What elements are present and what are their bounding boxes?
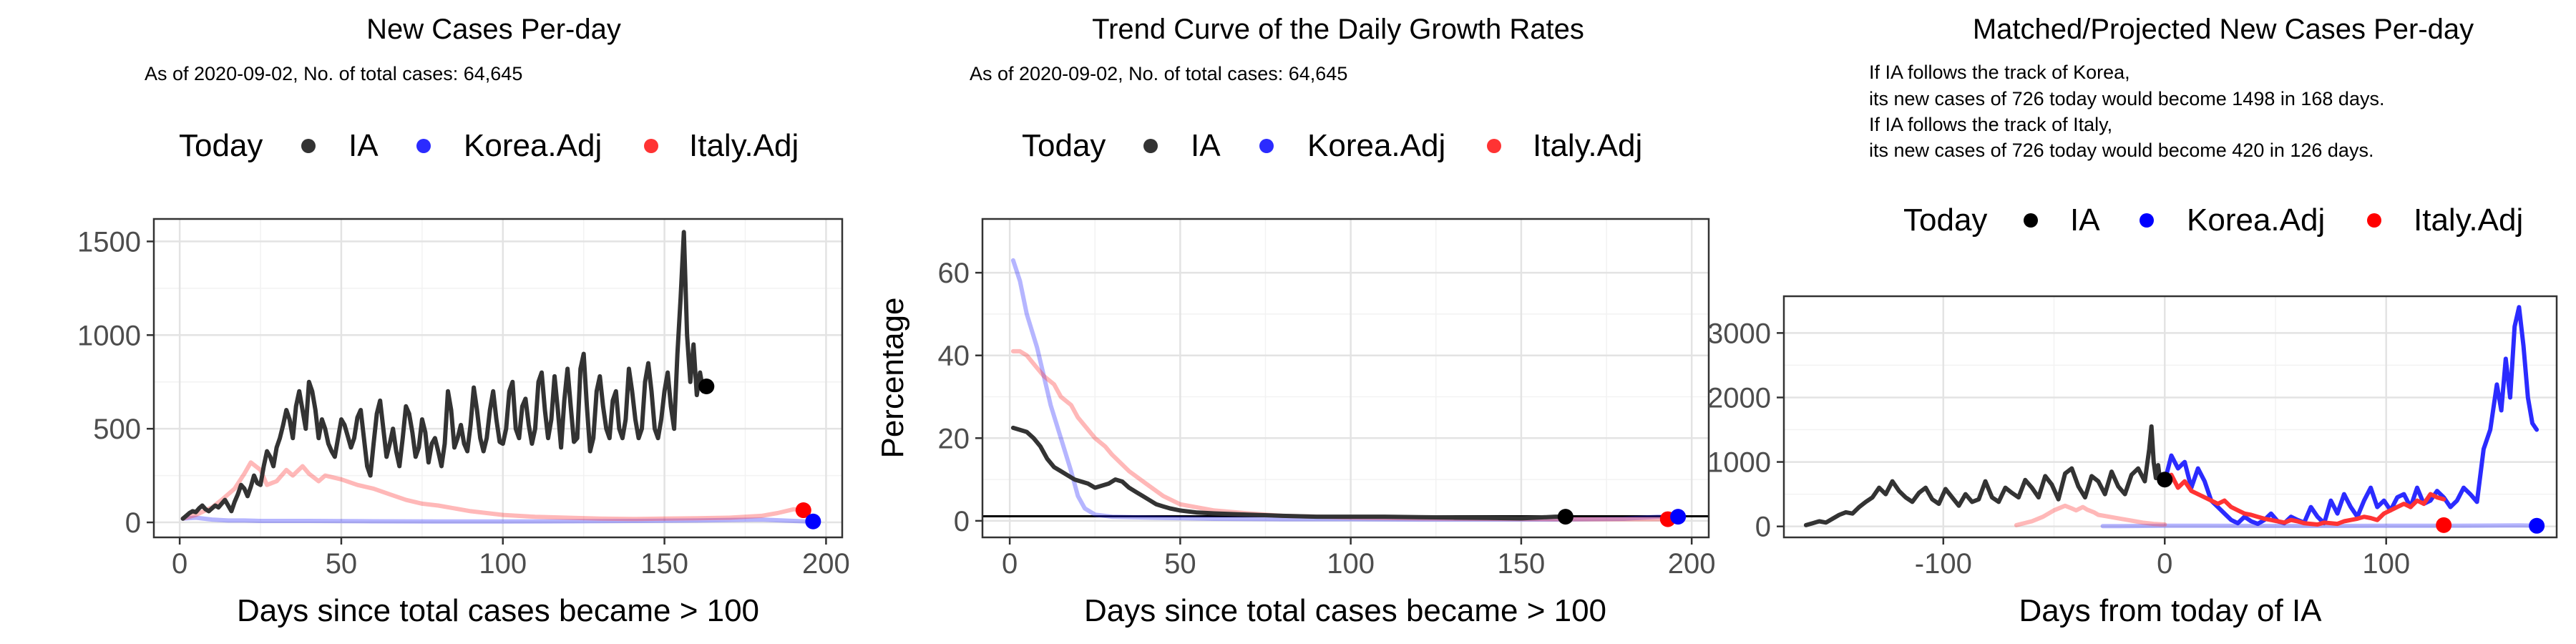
legend-label-korea: Korea.Adj	[1307, 128, 1445, 163]
chart-title: Trend Curve of the Daily Growth Rates	[1092, 14, 1584, 45]
legend-marker-italy	[644, 139, 658, 153]
today-point-ia	[2157, 472, 2172, 487]
plot-background	[982, 219, 1709, 537]
plot-background	[154, 219, 842, 537]
chart-subtitle: As of 2020-09-02, No. of total cases: 64…	[145, 63, 522, 84]
legend-marker-italy	[1487, 139, 1501, 153]
chart-panel-new-cases: New Cases Per-day As of 2020-09-02, No. …	[77, 14, 850, 628]
today-point-ia	[698, 379, 714, 394]
x-tick-label: 150	[640, 548, 688, 580]
x-tick-label: 150	[1498, 548, 1546, 580]
x-tick-label: 100	[479, 548, 527, 580]
projection-note: If IA follows the track of Korea,	[1869, 62, 2130, 83]
y-tick-label: 2000	[1707, 382, 1771, 414]
legend: Today IA Korea.Adj Italy.Adj	[179, 128, 799, 163]
projection-note: its new cases of 726 today would become …	[1869, 140, 2373, 161]
chart-title: New Cases Per-day	[366, 14, 621, 45]
y-tick-label: 60	[938, 258, 970, 289]
today-point-korea-adj	[1670, 509, 1686, 525]
plot-area: 0 50 100 150 200 0 20 40 60	[938, 219, 1716, 580]
legend-marker-korea	[2140, 213, 2154, 228]
x-tick-label: 100	[1327, 548, 1375, 580]
legend: Today IA Korea.Adj Italy.Adj	[1903, 203, 2523, 238]
chart-panel-growth-rates: Trend Curve of the Daily Growth Rates As…	[875, 14, 1716, 628]
today-point-korea-adj	[805, 514, 821, 530]
today-point-korea-adj	[2529, 518, 2545, 534]
y-tick-label: 1500	[77, 226, 141, 258]
x-axis-label: Days from today of IA	[2019, 593, 2322, 628]
legend-marker-ia	[2024, 213, 2038, 228]
y-tick-label: 20	[938, 423, 970, 454]
legend-title: Today	[1022, 128, 1106, 163]
y-tick-label: 0	[125, 507, 141, 539]
x-tick-label: 100	[2362, 548, 2410, 580]
x-tick-label: 50	[1164, 548, 1196, 580]
legend-label-korea: Korea.Adj	[464, 128, 602, 163]
legend-marker-korea	[416, 139, 431, 153]
y-tick-label: 0	[1755, 512, 1771, 543]
legend-title: Today	[179, 128, 263, 163]
legend-title: Today	[1903, 203, 1987, 238]
legend-marker-ia	[1143, 139, 1158, 153]
y-tick-label: 3000	[1707, 318, 1771, 349]
legend-marker-korea	[1259, 139, 1274, 153]
legend-label-italy: Italy.Adj	[1533, 128, 1642, 163]
chart-subtitle: As of 2020-09-02, No. of total cases: 64…	[970, 63, 1347, 84]
legend-marker-ia	[301, 139, 316, 153]
y-tick-label: 1000	[77, 320, 141, 351]
projection-note: If IA follows the track of Italy,	[1869, 114, 2112, 135]
x-axis-label: Days since total cases became > 100	[1084, 593, 1606, 628]
legend-label-korea: Korea.Adj	[2187, 203, 2325, 238]
legend-marker-italy	[2367, 213, 2381, 228]
x-tick-label: 50	[326, 548, 358, 580]
x-tick-label: -100	[1915, 548, 1972, 580]
legend-label-ia: IA	[1191, 128, 1221, 163]
today-point-italy-adj	[2436, 517, 2451, 533]
legend-label-italy: Italy.Adj	[2414, 203, 2523, 238]
x-tick-label: 0	[172, 548, 187, 580]
chart-panel-projected: Matched/Projected New Cases Per-day If I…	[1707, 14, 2557, 628]
plot-area: 0 50 100 150 200 0 500 1000 1500	[77, 219, 850, 580]
y-tick-label: 500	[93, 414, 141, 445]
y-tick-label: 0	[954, 506, 970, 537]
legend-label-italy: Italy.Adj	[689, 128, 799, 163]
legend-label-ia: IA	[348, 128, 379, 163]
today-point-ia	[1558, 509, 1574, 525]
legend-label-ia: IA	[2070, 203, 2100, 238]
chart-title: Matched/Projected New Cases Per-day	[1973, 14, 2474, 45]
legend: Today IA Korea.Adj Italy.Adj	[1022, 128, 1642, 163]
y-tick-label: 40	[938, 341, 970, 372]
y-axis-label: Percentage	[875, 297, 910, 458]
x-tick-label: 200	[1668, 548, 1716, 580]
x-axis-label: Days since total cases became > 100	[237, 593, 759, 628]
x-tick-label: 0	[2157, 548, 2172, 580]
x-tick-label: 200	[802, 548, 850, 580]
y-tick-label: 1000	[1707, 447, 1771, 479]
x-tick-label: 0	[1002, 548, 1018, 580]
projection-note: its new cases of 726 today would become …	[1869, 88, 2384, 109]
projection-notes: If IA follows the track of Korea, its ne…	[1869, 62, 2384, 161]
